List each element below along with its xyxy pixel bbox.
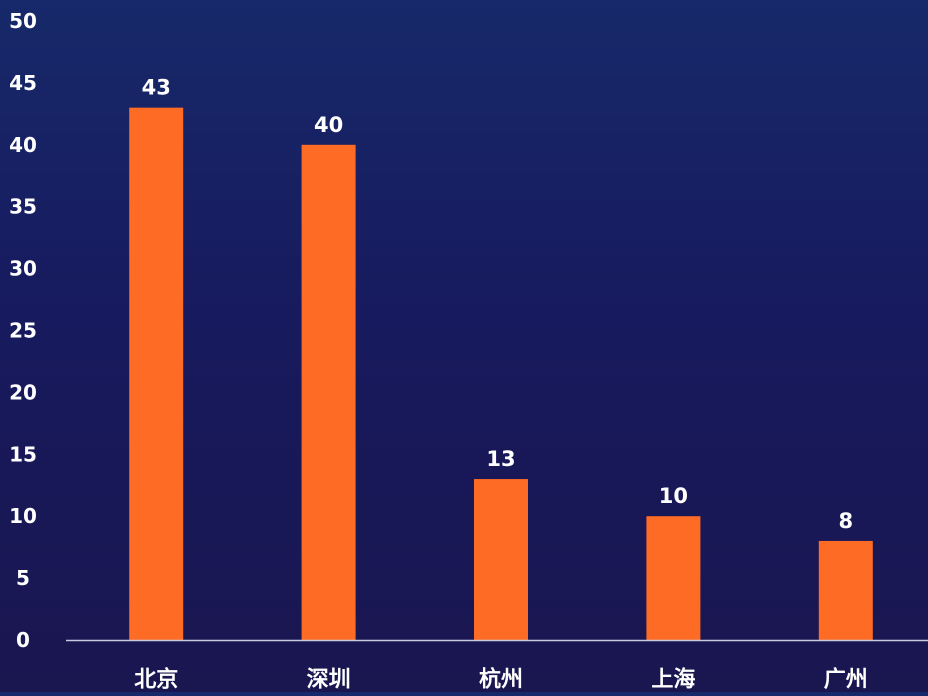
y-tick-label-50: 50 (9, 9, 37, 33)
bars-group (129, 107, 873, 641)
y-tick-label-15: 15 (9, 442, 37, 466)
data-labels-group: 43 40 13 10 8 (142, 76, 854, 533)
data-label-5: 8 (838, 509, 853, 533)
x-tick-label-2: 深圳 (307, 668, 351, 693)
bar-2 (301, 144, 356, 641)
x-tick-label-1: 北京 (134, 667, 178, 693)
y-tick-label-35: 35 (9, 195, 37, 219)
x-axis-categories: 北京 深圳 杭州 上海 广州 (134, 667, 868, 693)
y-tick-label-30: 30 (9, 257, 37, 281)
bar-1 (129, 107, 184, 640)
bar-4 (646, 516, 701, 640)
y-axis-ticks: 0 5 10 15 20 25 30 35 40 45 50 (9, 9, 37, 652)
data-label-1: 43 (142, 76, 171, 100)
bar-3 (474, 479, 528, 640)
x-tick-label-3: 杭州 (479, 667, 523, 693)
x-tick-label-4: 上海 (651, 667, 695, 693)
y-tick-label-10: 10 (9, 504, 37, 528)
y-tick-label-45: 45 (9, 71, 37, 95)
bar-5 (818, 540, 873, 640)
data-label-2: 40 (314, 113, 343, 137)
y-tick-label-40: 40 (9, 133, 37, 157)
x-tick-label-5: 广州 (824, 667, 868, 693)
y-tick-label-25: 25 (9, 319, 37, 343)
data-label-4: 10 (659, 484, 688, 508)
y-tick-label-0: 0 (16, 628, 30, 652)
y-tick-label-20: 20 (9, 380, 37, 404)
y-tick-label-5: 5 (16, 566, 30, 590)
data-label-3: 13 (486, 447, 515, 471)
